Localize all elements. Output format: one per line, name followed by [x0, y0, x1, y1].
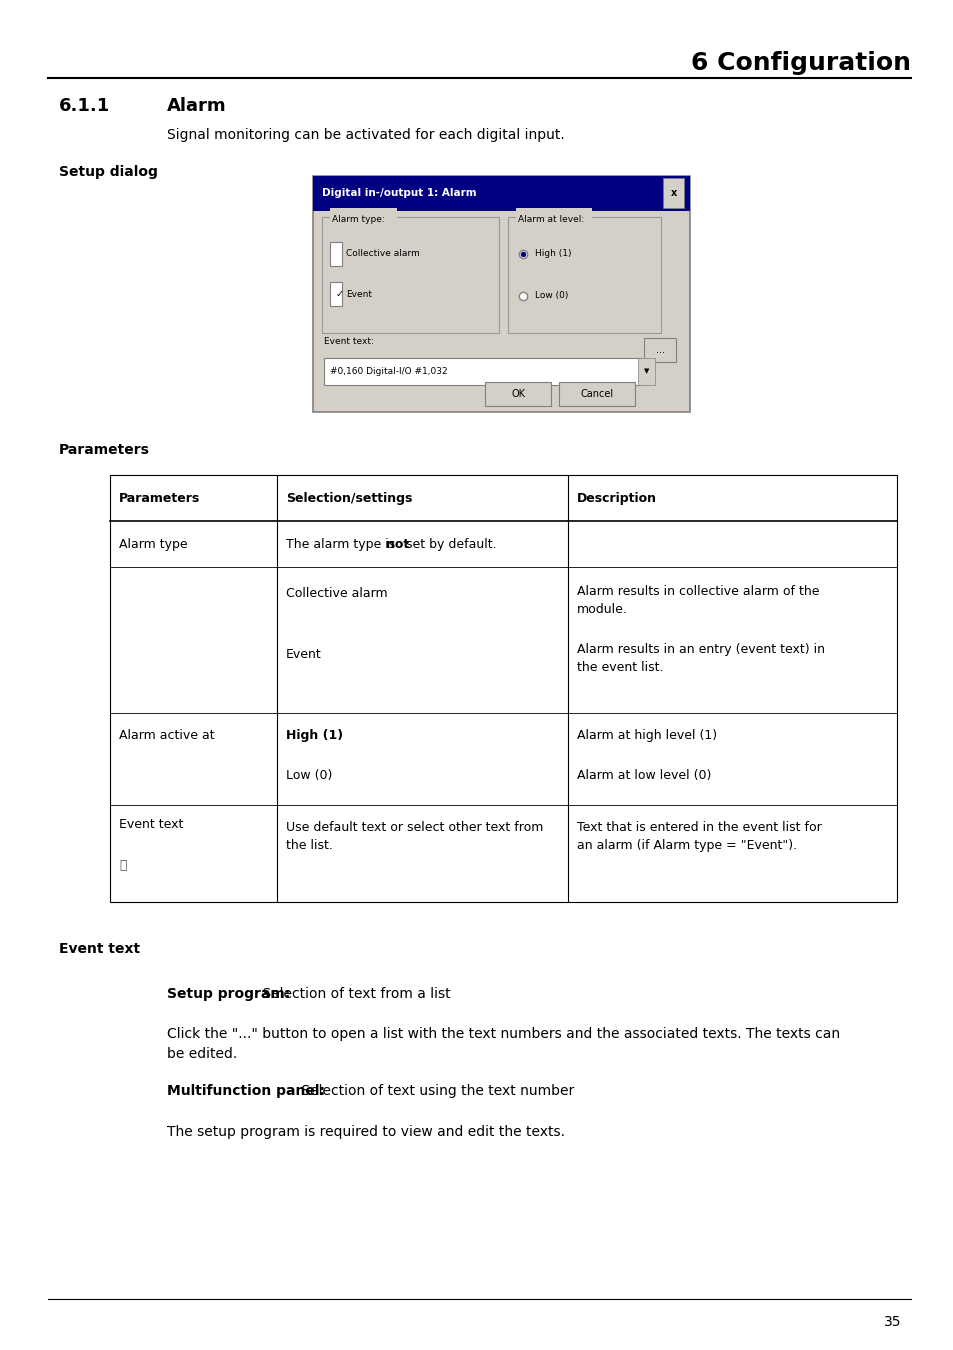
Text: Event: Event	[286, 648, 321, 662]
Text: High (1): High (1)	[286, 729, 343, 742]
Text: Selection of text from a list: Selection of text from a list	[257, 987, 450, 1000]
Text: Event text: Event text	[59, 942, 140, 956]
Text: #0,160 Digital-I/O #1,032: #0,160 Digital-I/O #1,032	[330, 367, 447, 375]
Text: set by default.: set by default.	[402, 537, 497, 551]
Text: Setup program:: Setup program:	[167, 987, 290, 1000]
Text: not: not	[385, 537, 409, 551]
Text: Click the "..." button to open a list with the text numbers and the associated t: Click the "..." button to open a list wi…	[167, 1027, 840, 1061]
Text: Digital in-/output 1: Alarm: Digital in-/output 1: Alarm	[322, 188, 476, 198]
Text: ▼: ▼	[643, 369, 649, 374]
Text: Selection of text using the text number: Selection of text using the text number	[296, 1084, 574, 1098]
Text: Signal monitoring can be activated for each digital input.: Signal monitoring can be activated for e…	[167, 128, 564, 142]
Text: Alarm type: Alarm type	[119, 537, 188, 551]
Text: 35: 35	[883, 1315, 901, 1328]
Text: The setup program is required to view and edit the texts.: The setup program is required to view an…	[167, 1125, 564, 1138]
Text: Collective alarm: Collective alarm	[346, 250, 419, 258]
FancyBboxPatch shape	[558, 382, 635, 406]
Text: High (1): High (1)	[535, 250, 571, 258]
FancyBboxPatch shape	[324, 358, 640, 385]
Text: Alarm results in an entry (event text) in
the event list.: Alarm results in an entry (event text) i…	[577, 643, 824, 674]
FancyBboxPatch shape	[508, 217, 660, 333]
Text: The alarm type is: The alarm type is	[286, 537, 399, 551]
Text: Low (0): Low (0)	[535, 292, 568, 300]
FancyBboxPatch shape	[662, 178, 683, 208]
FancyBboxPatch shape	[322, 217, 498, 333]
FancyBboxPatch shape	[516, 208, 592, 227]
FancyBboxPatch shape	[643, 338, 676, 362]
Text: Alarm active at: Alarm active at	[119, 729, 214, 742]
Text: Event text:: Event text:	[324, 338, 374, 346]
Text: ...: ...	[655, 344, 664, 355]
FancyBboxPatch shape	[484, 382, 551, 406]
Text: Selection/settings: Selection/settings	[286, 491, 412, 505]
Text: OK: OK	[511, 389, 524, 400]
Text: Cancel: Cancel	[580, 389, 613, 400]
Text: 6.1.1: 6.1.1	[59, 97, 111, 115]
Text: Description: Description	[577, 491, 657, 505]
Text: Setup dialog: Setup dialog	[59, 165, 158, 178]
FancyBboxPatch shape	[330, 208, 396, 227]
Text: Collective alarm: Collective alarm	[286, 587, 388, 601]
Text: 6 Configuration: 6 Configuration	[690, 51, 910, 76]
Text: Alarm results in collective alarm of the
module.: Alarm results in collective alarm of the…	[577, 585, 819, 616]
Text: Alarm at level:: Alarm at level:	[517, 215, 583, 224]
Text: ✓: ✓	[335, 289, 344, 300]
Text: Alarm: Alarm	[167, 97, 226, 115]
FancyBboxPatch shape	[638, 358, 655, 385]
Text: Alarm at high level (1): Alarm at high level (1)	[577, 729, 717, 742]
FancyBboxPatch shape	[110, 475, 896, 902]
Text: Use default text or select other text from
the list.: Use default text or select other text fr…	[286, 821, 543, 852]
Text: Alarm at low level (0): Alarm at low level (0)	[577, 769, 711, 783]
Text: Multifunction panel:: Multifunction panel:	[167, 1084, 325, 1098]
FancyBboxPatch shape	[330, 242, 342, 266]
Text: Parameters: Parameters	[59, 443, 150, 456]
Text: Low (0): Low (0)	[286, 769, 333, 783]
Text: Alarm type:: Alarm type:	[332, 215, 384, 224]
FancyBboxPatch shape	[313, 176, 689, 211]
Text: ⧉: ⧉	[119, 859, 127, 872]
Text: x: x	[670, 188, 676, 198]
Text: Event text: Event text	[119, 818, 183, 832]
Text: Parameters: Parameters	[119, 491, 200, 505]
FancyBboxPatch shape	[313, 176, 689, 412]
Text: Text that is entered in the event list for
an alarm (if Alarm type = "Event").: Text that is entered in the event list f…	[577, 821, 821, 852]
FancyBboxPatch shape	[330, 282, 342, 306]
Text: Event: Event	[346, 290, 372, 298]
